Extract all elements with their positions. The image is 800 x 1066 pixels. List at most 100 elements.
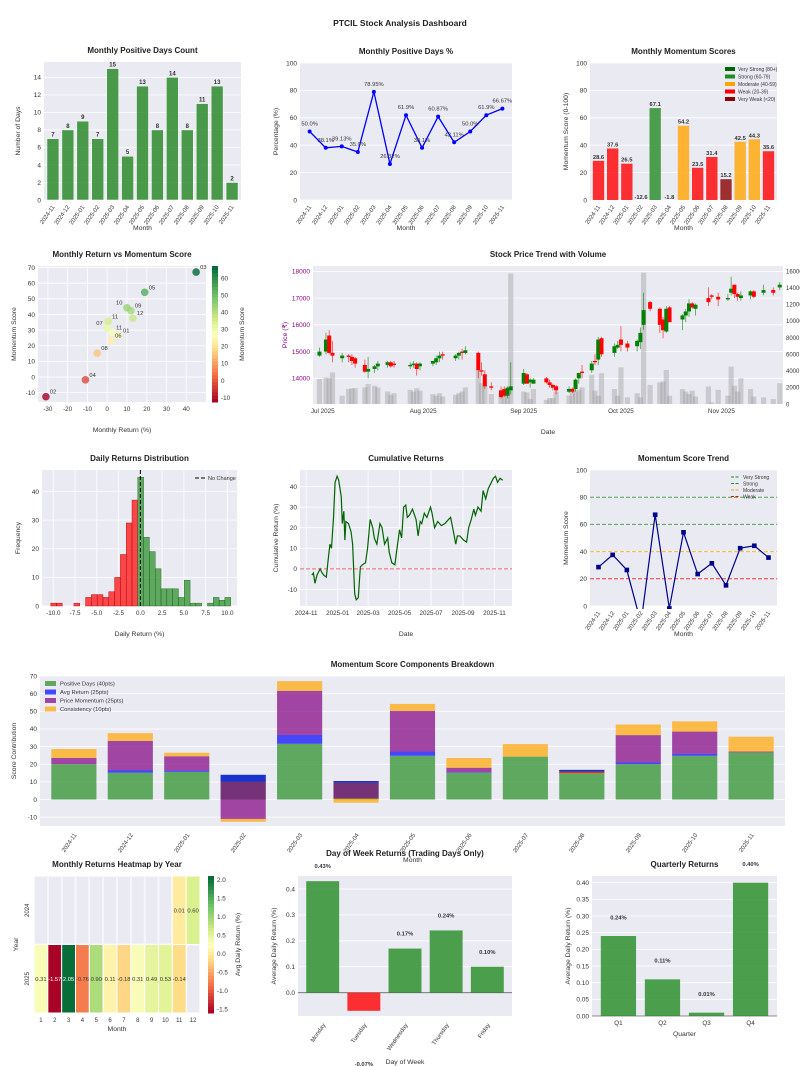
volume-bar <box>686 394 692 404</box>
point-label: 06 <box>115 333 121 339</box>
y-tick-label: 20 <box>30 762 38 769</box>
bar-value-label: 9 <box>81 115 85 121</box>
stacked-bar-segment <box>672 755 718 800</box>
colorbar-segment <box>208 975 214 980</box>
stacked-bar-segment <box>502 756 548 800</box>
volume-bar <box>391 393 397 404</box>
x-tick-label: 2024-11 <box>295 610 318 617</box>
x-axis-label: Date <box>541 429 556 436</box>
candle-body <box>327 335 332 353</box>
y-tick-label: 0 <box>293 566 297 573</box>
legend-label: No Change <box>208 476 236 482</box>
candle-body <box>437 355 442 359</box>
volume-bar <box>384 391 391 404</box>
data-point <box>436 114 441 119</box>
bar-value-label: 0.43% <box>314 864 330 870</box>
volume-bar <box>524 392 530 404</box>
volume-bar <box>508 273 514 404</box>
colorbar-segment <box>208 920 214 925</box>
legend-swatch <box>725 89 735 94</box>
x-axis-label: Month <box>397 225 416 232</box>
volume-bar <box>747 389 754 404</box>
bar-value-label: 13 <box>214 80 221 86</box>
x-tick-label: 40 <box>183 406 191 413</box>
colorbar-segment <box>208 910 214 915</box>
y-tick-label: 10 <box>290 546 298 553</box>
x-tick-label: Nov 2025 <box>708 408 735 415</box>
volume-bar <box>615 395 621 404</box>
histogram-bin <box>184 580 191 607</box>
bar-value-label: 26.5 <box>621 158 633 164</box>
colorbar-segment <box>208 1002 214 1007</box>
data-point <box>452 140 457 145</box>
volume-bar <box>530 389 537 404</box>
candle-body <box>317 351 322 356</box>
colorbar-segment <box>208 982 214 987</box>
volume-bar <box>543 399 549 404</box>
colorbar-segment <box>212 283 218 287</box>
bar-value-label: 0.24% <box>438 913 454 919</box>
volume-bar <box>728 366 734 404</box>
colorbar-segment <box>208 930 214 935</box>
y-tick-label: 0.15 <box>576 963 589 970</box>
volume-tick-label: 0 <box>786 402 790 408</box>
colorbar-segment <box>212 303 218 308</box>
x-tick-label: Wednesday <box>387 1023 410 1052</box>
bar <box>644 979 681 1016</box>
chart-stock-price-volume: 14000 15000 16000 17000 18000 Stock Price Tre… <box>281 250 800 436</box>
data-marker <box>681 529 686 535</box>
colorbar-tick-label: 40 <box>221 310 229 317</box>
colorbar-segment <box>212 374 218 379</box>
histogram-bin <box>155 568 162 607</box>
candle-body <box>323 339 328 352</box>
candle-body <box>589 363 594 371</box>
colorbar-segment <box>212 364 218 369</box>
data-point <box>420 145 425 150</box>
candle-body <box>657 308 662 325</box>
legend-label: Avg Return (25pts) <box>60 690 109 696</box>
bar <box>429 930 463 993</box>
data-point-label: 38.1% <box>317 138 333 144</box>
chart-title: Day of Week Returns (Trading Days Only) <box>326 849 484 858</box>
bar-value-label: 0.01% <box>698 992 714 998</box>
data-point <box>307 129 312 134</box>
heatmap-cell-label: -1.57 <box>48 977 61 983</box>
colorbar-segment <box>212 395 218 400</box>
colorbar-segment <box>208 999 214 1004</box>
colorbar-segment <box>208 906 214 911</box>
legend-label: Moderate (40-59) <box>738 82 777 88</box>
colorbar-segment <box>208 889 214 894</box>
y-axis-label: Year <box>13 937 20 951</box>
y-tick-label: 50 <box>30 709 38 716</box>
bar-value-label: -12.6 <box>634 195 648 201</box>
x-tick-label: -7.5 <box>70 610 81 617</box>
y-tick-label: 60 <box>28 280 36 287</box>
data-marker <box>752 543 757 549</box>
bar-value-label: 54.2 <box>678 120 689 126</box>
x-tick-label: 9 <box>150 1018 154 1024</box>
heatmap-cell-label: 0.53 <box>160 977 171 983</box>
histogram-bin <box>149 551 156 607</box>
legend-label: Strong <box>743 482 758 488</box>
y-tick-label: 12 <box>34 92 42 99</box>
y-tick-label: 60 <box>30 691 38 698</box>
x-tick-label: 2025-07 <box>419 610 443 617</box>
y-tick-label: 60 <box>580 522 588 529</box>
volume-bar <box>440 396 446 404</box>
candle-body <box>751 291 756 297</box>
volume-bar <box>316 379 323 404</box>
scatter-point <box>103 324 111 332</box>
stacked-bar-segment <box>672 721 718 732</box>
data-point-label: 61.9% <box>478 105 494 111</box>
bar-value-label: 37.6 <box>607 142 619 148</box>
x-axis-label: Date <box>399 631 414 638</box>
stacked-bar-segment <box>107 740 153 771</box>
candle-body <box>612 346 617 353</box>
chart-title: Momentum Score Components Breakdown <box>331 660 495 669</box>
candle-body <box>618 339 623 345</box>
x-axis-label: Month <box>133 225 152 232</box>
candle-body <box>687 303 691 312</box>
bar <box>106 68 119 201</box>
volume-bar <box>417 390 423 404</box>
volume-bar <box>459 391 465 404</box>
